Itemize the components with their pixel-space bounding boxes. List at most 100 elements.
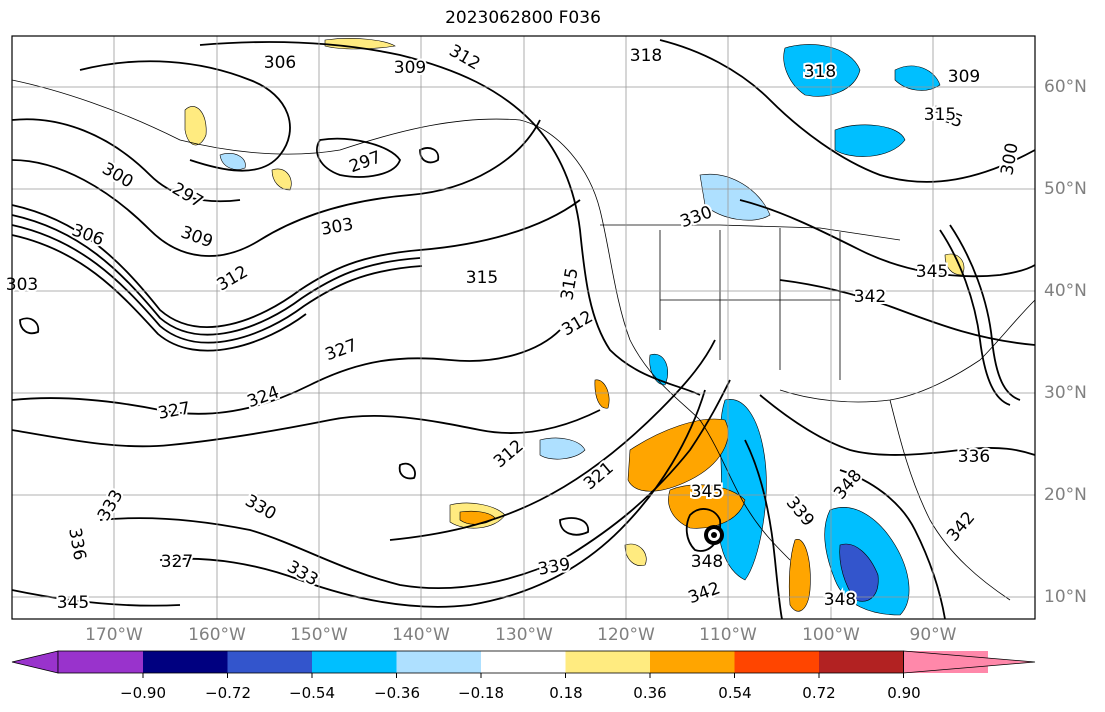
contour-5	[11, 119, 541, 257]
cbar-tick-7: 0.36	[633, 684, 667, 702]
contour-label: 327	[161, 552, 193, 572]
lon-label-160W: 160°W	[188, 625, 246, 645]
contour-label: 306	[264, 53, 296, 73]
colorbar	[11, 650, 1036, 678]
contour-13	[159, 389, 706, 608]
colorbar-swatch	[819, 651, 904, 673]
coastline-alaska	[11, 79, 601, 211]
lon-label-100W: 100°W	[802, 625, 860, 645]
contour-label: 309	[394, 58, 426, 78]
contour-label: 342	[854, 287, 886, 307]
colorbar-swatch	[227, 651, 312, 673]
contour-10	[11, 329, 561, 415]
cbar-tick-9: 0.72	[802, 684, 836, 702]
map-frame	[11, 35, 1036, 620]
contour-27	[19, 317, 40, 335]
contour-9	[316, 137, 401, 178]
contour-4	[11, 234, 307, 352]
shading-layer	[184, 38, 965, 616]
cbar-tick-10: 0.90	[887, 684, 921, 702]
shade-neg-4	[718, 399, 767, 581]
shade-neg-2	[834, 124, 906, 157]
shade-pos-1	[627, 418, 729, 492]
colorbar-extend-left	[11, 650, 59, 674]
colorbar-swatch	[481, 651, 566, 673]
shade-pos-8	[594, 379, 610, 409]
shade-neg-9	[219, 153, 246, 170]
figure-title: 2023062800 F036	[445, 8, 601, 28]
contour-14	[389, 339, 716, 541]
colorbar-swatch	[396, 651, 481, 673]
shade-pos-6	[184, 106, 207, 146]
shade-pos-2	[668, 484, 746, 529]
shade-pos-9	[624, 543, 647, 566]
contour-label: 318	[804, 62, 836, 82]
gridlines	[12, 36, 1035, 619]
contour-label: 348	[691, 552, 723, 572]
lon-label-90W: 90°W	[909, 625, 957, 645]
contour-25	[419, 147, 440, 164]
contour-label: 318	[630, 46, 662, 66]
coastline-central-america	[889, 399, 1011, 601]
border-states	[659, 228, 841, 380]
contour-21	[949, 224, 1021, 401]
contour-label: 315	[466, 268, 498, 288]
lon-label-170W: 170°W	[85, 625, 143, 645]
cbar-tick-3: −0.54	[289, 684, 335, 702]
contour-label: 303	[6, 275, 38, 295]
lat-label-40N: 40°N	[1044, 281, 1087, 301]
shade-pos-11	[944, 253, 965, 276]
shade-pos-3	[788, 539, 811, 612]
lon-label-130W: 130°W	[495, 625, 553, 645]
shade-neg-7	[539, 437, 586, 460]
coastline-gulf	[779, 299, 1036, 403]
lat-label-50N: 50°N	[1044, 179, 1087, 199]
lat-label-60N: 60°N	[1044, 77, 1087, 97]
contour-label: 315	[557, 266, 582, 301]
contour-label: 348	[824, 590, 856, 610]
contour-18	[779, 279, 1036, 346]
cbar-tick-8: 0.54	[718, 684, 752, 702]
contour-16	[659, 39, 1036, 183]
contour-label: 345	[916, 262, 948, 282]
colorbar-swatch	[143, 651, 228, 673]
cbar-tick-5: −0.18	[458, 684, 504, 702]
contour-19	[759, 394, 1036, 456]
contour-label: 345	[57, 593, 89, 613]
contour-label: 336	[64, 526, 89, 561]
lat-label-20N: 20°N	[1044, 485, 1087, 505]
contour-23	[839, 469, 946, 620]
contour-7	[79, 60, 291, 172]
contour-12	[99, 379, 731, 590]
contour-label: 315	[924, 105, 956, 125]
lon-label-150W: 150°W	[290, 625, 348, 645]
lat-label-30N: 30°N	[1044, 383, 1087, 403]
lat-label-10N: 10°N	[1044, 587, 1087, 607]
contour-26	[398, 462, 416, 480]
lon-label-120W: 120°W	[597, 625, 655, 645]
shade-neg-8	[894, 65, 941, 91]
cbar-tick-6: 0.18	[549, 684, 583, 702]
colorbar-swatch	[650, 651, 735, 673]
contour-8	[199, 41, 701, 396]
contour-label: 336	[958, 447, 990, 467]
contour-6	[11, 118, 241, 203]
contour-label: 309	[948, 67, 980, 87]
coastline-layer	[11, 79, 1036, 601]
lon-label-140W: 140°W	[392, 625, 450, 645]
cbar-tick-4: −0.36	[374, 684, 420, 702]
colorbar-swatch	[58, 651, 143, 673]
cbar-tick-1: −0.90	[120, 684, 166, 702]
contour-1	[11, 199, 581, 328]
colorbar-swatch	[312, 651, 397, 673]
storm-center-marker	[704, 525, 724, 545]
shade-neg-3	[699, 173, 771, 221]
contour-22	[744, 439, 783, 620]
contour-28	[559, 517, 589, 536]
contour-17	[739, 199, 1036, 278]
coastline-west-coast	[599, 209, 791, 561]
colorbar-swatch	[565, 651, 650, 673]
contour-3	[11, 224, 423, 344]
